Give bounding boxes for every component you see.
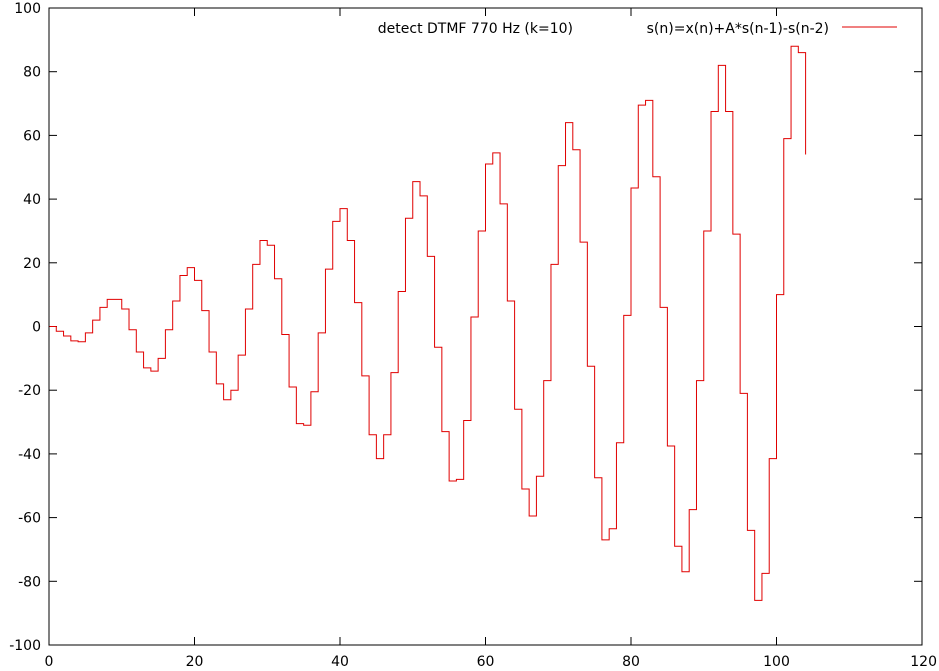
y-tick-label: -80	[18, 574, 41, 590]
y-tick-label: 80	[23, 65, 41, 81]
chart-title: detect DTMF 770 Hz (k=10)	[378, 21, 573, 37]
y-tick-label: -100	[9, 638, 41, 654]
y-tick-label: -60	[18, 511, 41, 527]
x-tick-label: 120	[910, 654, 937, 670]
y-tick-label: 60	[23, 128, 41, 144]
series-layer	[49, 45, 807, 601]
x-tick-label: 60	[477, 654, 495, 670]
y-tick-label: 0	[32, 320, 41, 336]
series-line	[49, 45, 807, 601]
y-tick-label: -40	[18, 447, 41, 463]
x-tick-label: 0	[45, 654, 54, 670]
x-tick-label: 100	[763, 654, 790, 670]
y-tick-label: 40	[23, 192, 41, 208]
x-tick-label: 40	[331, 654, 349, 670]
plot-frame	[48, 7, 923, 646]
x-tick-label: 20	[186, 654, 204, 670]
y-tick-label: 20	[23, 256, 41, 272]
legend-series-label: s(n)=x(n)+A*s(n-1)-s(n-2)	[647, 21, 829, 37]
y-axis-ticks: -100 -80 -60 -40 -20 0 20 40 60 80 100	[9, 1, 922, 654]
y-tick-label: -20	[18, 383, 41, 399]
y-tick-label: 100	[14, 1, 41, 17]
x-tick-label: 80	[622, 654, 640, 670]
x-axis-ticks: 0 20 40 60 80 100 120	[45, 8, 937, 670]
